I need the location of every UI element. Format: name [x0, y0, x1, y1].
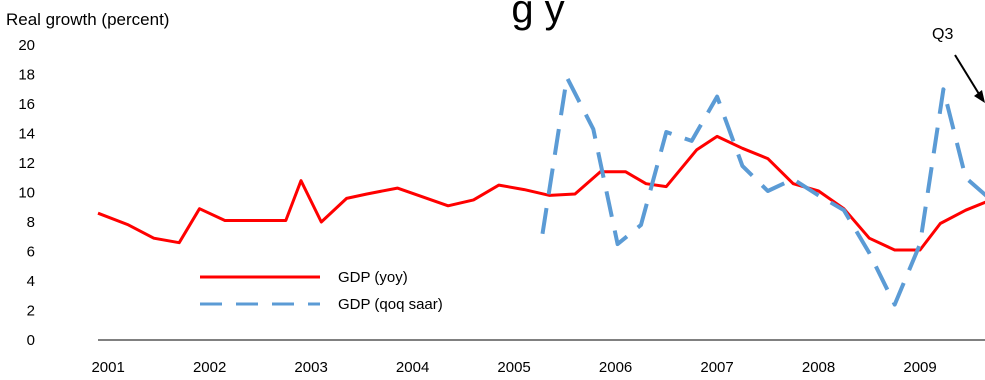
x-tick-label: 2006 [599, 359, 632, 376]
y-tick-label: 4 [27, 273, 35, 290]
annotation-label: Q3 [932, 26, 953, 43]
y-axis-title: Real growth (percent) [6, 10, 169, 29]
y-tick-label: 18 [18, 67, 35, 84]
x-axis-tick-labels: 2001 2002 2003 2004 2005 2006 2007 2008 2009 [91, 359, 936, 376]
annotation-q3: Q3 [932, 26, 985, 103]
y-tick-label: 8 [27, 214, 35, 231]
y-tick-label: 2 [27, 303, 35, 320]
x-tick-label: 2007 [700, 359, 733, 376]
x-tick-label: 2001 [91, 359, 124, 376]
x-tick-label: 2005 [497, 359, 530, 376]
legend-label-qoq: GDP (qoq saar) [338, 296, 443, 313]
annotation-arrow-shaft [954, 54, 980, 95]
x-tick-label: 2002 [193, 359, 226, 376]
x-tick-label: 2003 [294, 359, 327, 376]
series-layer [97, 75, 985, 307]
clipped-title-remnant: g y [511, 0, 564, 31]
title-fragment: g y [511, 0, 564, 31]
y-tick-label: 0 [27, 332, 35, 349]
y-tick-label: 14 [18, 126, 35, 143]
y-tick-label: 10 [18, 185, 35, 202]
y-tick-label: 12 [18, 155, 35, 172]
y-tick-label: 20 [18, 37, 35, 54]
legend-label-yoy: GDP (yoy) [338, 269, 408, 286]
series-line-gdp-qoq-saar [540, 75, 985, 307]
x-tick-label: 2008 [802, 359, 835, 376]
annotation-arrow-head [974, 90, 985, 103]
y-tick-label: 6 [27, 244, 35, 261]
x-tick-label: 2004 [396, 359, 429, 376]
y-tick-label: 16 [18, 96, 35, 113]
x-tick-label: 2009 [903, 359, 936, 376]
y-axis-tick-labels: 0 2 4 6 8 10 12 14 16 18 20 [18, 37, 35, 349]
legend: GDP (yoy) GDP (qoq saar) [200, 269, 443, 313]
